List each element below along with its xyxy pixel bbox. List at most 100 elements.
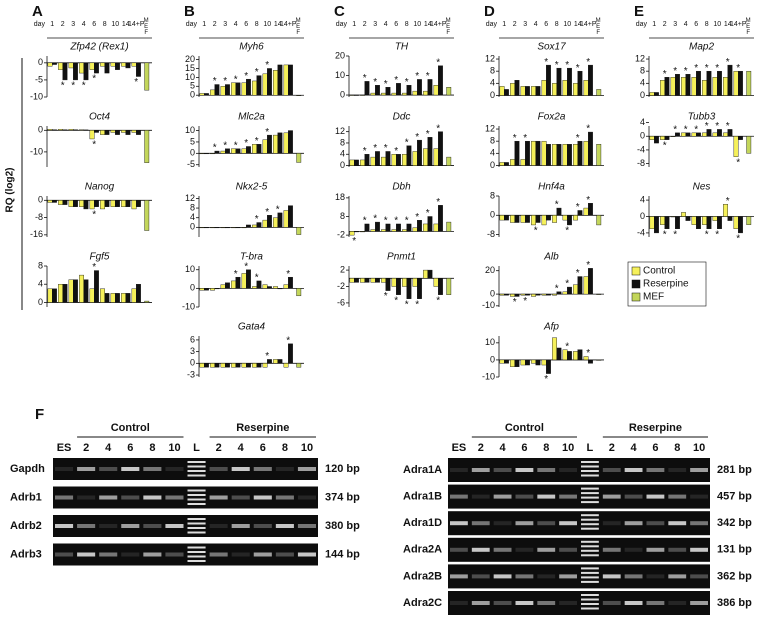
bar bbox=[402, 229, 407, 232]
gel-band bbox=[143, 467, 162, 471]
significance-mark: * bbox=[92, 74, 96, 85]
gel-band bbox=[668, 601, 687, 605]
gel-band bbox=[559, 601, 577, 605]
x-category: 14+P bbox=[280, 21, 297, 28]
significance-mark: * bbox=[705, 121, 709, 132]
ladder-band bbox=[581, 603, 599, 605]
bar bbox=[412, 90, 418, 96]
lane-label: 2 bbox=[609, 442, 615, 454]
chart-title: Mlc2a bbox=[238, 112, 265, 123]
gene-label: Adra1B bbox=[403, 491, 442, 503]
bar bbox=[385, 87, 391, 96]
significance-mark: * bbox=[426, 208, 430, 219]
bar bbox=[573, 144, 578, 166]
gel-band bbox=[165, 524, 184, 528]
gel-band bbox=[602, 521, 621, 526]
group-label: Control bbox=[111, 422, 150, 434]
significance-mark: * bbox=[715, 229, 719, 240]
bar bbox=[267, 215, 272, 228]
bar bbox=[433, 223, 439, 232]
ladder-band bbox=[581, 523, 599, 526]
bar bbox=[733, 136, 739, 157]
bar bbox=[573, 215, 578, 221]
bar bbox=[696, 216, 701, 230]
bar bbox=[296, 153, 302, 163]
significance-mark: * bbox=[363, 73, 367, 84]
bar bbox=[562, 80, 568, 96]
bar bbox=[396, 223, 401, 232]
lane-label: 6 bbox=[521, 442, 527, 454]
bar bbox=[499, 293, 505, 296]
gel-band bbox=[559, 521, 577, 526]
bar bbox=[241, 148, 247, 154]
bar bbox=[58, 62, 63, 70]
ladder-band bbox=[581, 527, 599, 530]
gel-band bbox=[559, 574, 577, 579]
bar bbox=[262, 219, 268, 228]
y-tick-label: 0 bbox=[490, 210, 495, 220]
x-category: 1 bbox=[502, 21, 506, 28]
y-tick-label: -6 bbox=[337, 297, 345, 307]
bar bbox=[525, 293, 530, 296]
bar bbox=[204, 288, 209, 291]
significance-mark: * bbox=[586, 57, 590, 68]
panel-letter: B bbox=[184, 3, 195, 20]
bar bbox=[58, 129, 63, 131]
x-category: 1 bbox=[352, 21, 356, 28]
significance-mark: * bbox=[415, 71, 419, 82]
y-tick-label: 0 bbox=[490, 90, 495, 100]
group-label: Control bbox=[505, 422, 544, 434]
bar bbox=[296, 95, 302, 96]
bar bbox=[131, 288, 137, 303]
bar bbox=[514, 140, 520, 166]
y-tick-label: -10 bbox=[30, 91, 43, 101]
bar bbox=[577, 140, 583, 166]
x-category: 3 bbox=[223, 21, 227, 28]
bar bbox=[670, 216, 676, 218]
lane-label: 10 bbox=[562, 442, 574, 454]
bar bbox=[664, 136, 670, 140]
chart-title: Alb bbox=[543, 252, 559, 263]
significance-mark: * bbox=[405, 216, 409, 227]
bar bbox=[712, 77, 718, 96]
bar bbox=[68, 200, 74, 207]
gel-band bbox=[55, 495, 74, 500]
bar bbox=[349, 278, 355, 283]
bar bbox=[235, 363, 241, 368]
gel-strip bbox=[53, 515, 318, 537]
chart-title: Pnmt1 bbox=[387, 252, 416, 263]
y-tick-label: -8 bbox=[487, 229, 495, 239]
bar bbox=[552, 215, 557, 223]
bar bbox=[360, 231, 365, 233]
bar bbox=[104, 130, 110, 135]
gene-label: Adra2B bbox=[403, 570, 442, 582]
bar bbox=[423, 90, 428, 96]
x-category: MEF bbox=[745, 18, 751, 36]
bar bbox=[712, 216, 718, 221]
significance-mark: * bbox=[415, 132, 419, 143]
x-category: 8 bbox=[555, 21, 559, 28]
bar bbox=[214, 84, 220, 96]
bar bbox=[573, 83, 578, 96]
ladder-band bbox=[187, 560, 206, 562]
significance-mark: * bbox=[234, 140, 238, 151]
chart-title: Map2 bbox=[689, 42, 714, 53]
y-tick-label: 8 bbox=[490, 66, 495, 76]
bar bbox=[283, 132, 289, 154]
bar bbox=[385, 223, 391, 232]
band-size: 386 bp bbox=[717, 597, 752, 609]
y-tick-label: -3 bbox=[187, 369, 195, 379]
ladder-band bbox=[581, 549, 599, 552]
bar bbox=[246, 146, 251, 154]
band-size: 131 bp bbox=[717, 544, 752, 556]
bar bbox=[256, 75, 262, 96]
bar bbox=[649, 216, 655, 230]
bar bbox=[438, 131, 443, 166]
significance-mark: * bbox=[415, 299, 419, 310]
ladder-band bbox=[581, 518, 599, 521]
bar bbox=[52, 288, 57, 303]
bar bbox=[235, 227, 241, 229]
bar bbox=[696, 132, 701, 137]
significance-mark: * bbox=[576, 268, 580, 279]
gel-band bbox=[209, 552, 228, 557]
